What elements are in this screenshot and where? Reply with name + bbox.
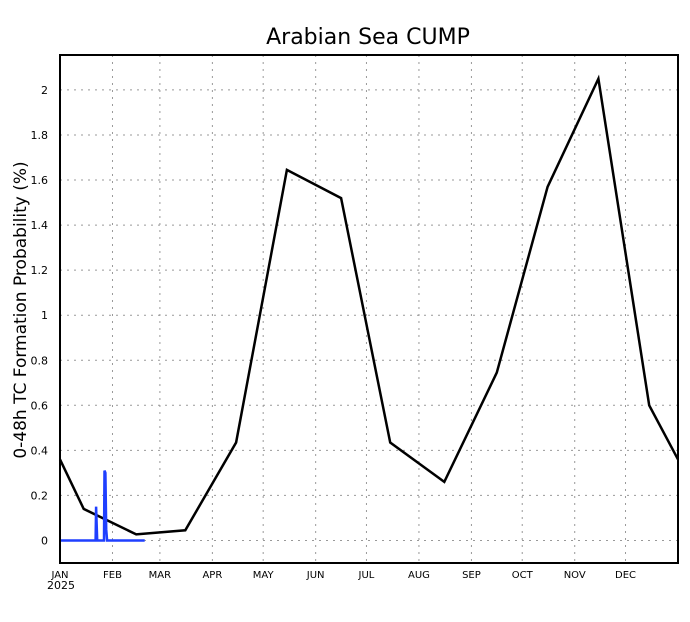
x-tick-labels: JAN FEB MAR APR MAY JUN JUL AUG SEP OCT NOV DEC [50,570,636,581]
y-tick-label: 0.4 [31,444,49,457]
series-line-climatology [58,74,680,536]
y-tick-label: 2 [41,84,48,97]
y-tick-label: 1.8 [31,129,49,142]
plot-frame [59,54,679,564]
x-tick-label: SEP [462,570,481,581]
y-tick-label: 1.6 [31,174,49,187]
y-axis-label: 0-48h TC Formation Probability (%) [11,161,31,458]
series-lines [58,74,680,542]
x-tick-label: MAY [253,570,275,581]
x-tick-label: MAR [149,570,171,581]
y-tick-label: 0.8 [31,354,49,367]
chart-title: Arabian Sea CUMP [266,25,470,50]
x-tick-label: JUL [358,570,375,581]
x-tick-label: JUN [306,570,325,581]
x-tick-label: OCT [512,570,534,581]
x-tick-label: APR [202,570,222,581]
y-tick-label: 1.4 [31,219,49,232]
x-tick-label: DEC [615,570,636,581]
year-label: 2025 [47,579,75,592]
x-tick-label: FEB [103,570,122,581]
x-tick-label: AUG [408,570,430,581]
x-tick-label: NOV [564,570,586,581]
x-tick-label: JAN [50,570,68,581]
y-tick-label: 1.2 [31,264,49,277]
y-tick-label: 0.2 [31,489,49,502]
y-tick-label: 0.6 [31,399,49,412]
y-tick-labels: 0 0.2 0.4 0.6 0.8 1 1.2 1.4 1.6 1.8 2 [31,84,49,548]
grid [60,55,678,563]
y-tick-label: 1 [41,309,48,322]
series-line-2025 [60,470,145,542]
y-tick-label: 0 [41,534,48,547]
